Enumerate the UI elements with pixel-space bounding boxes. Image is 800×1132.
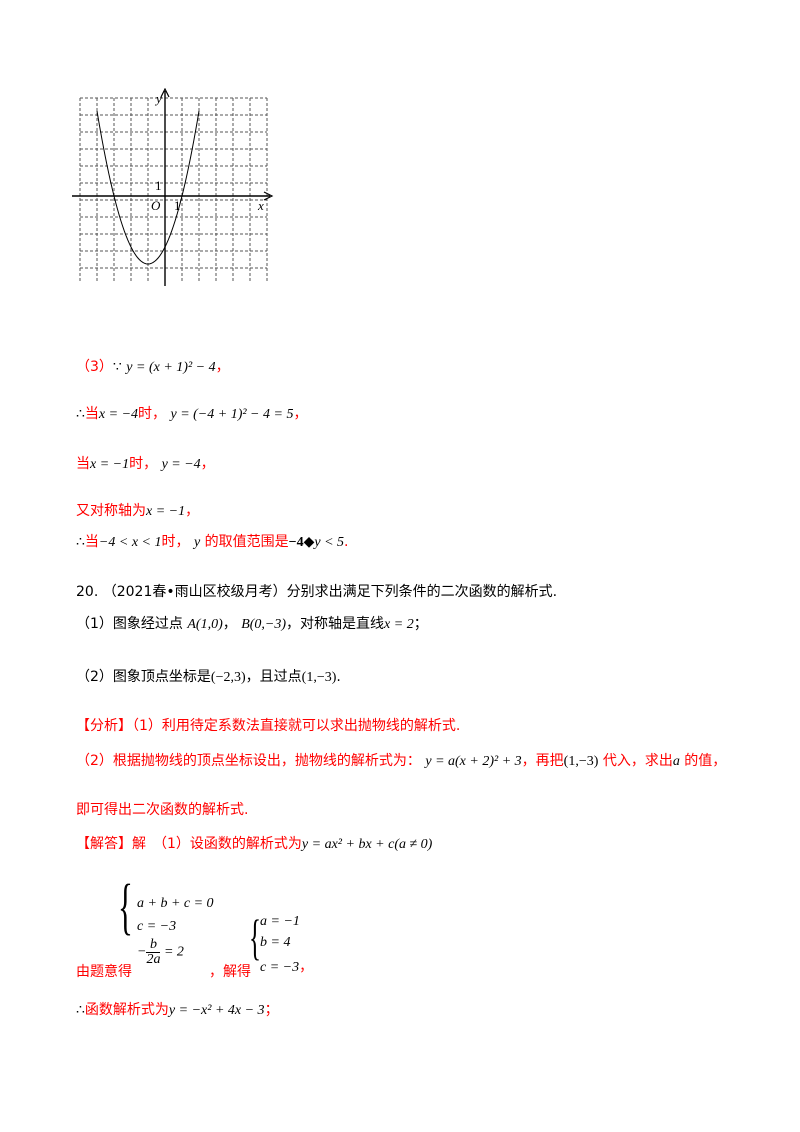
x-axis-arrow-icon: [263, 191, 274, 201]
origin-label: O: [151, 198, 161, 213]
question-20-title: 20. （2021春•雨山区校级月考）分别求出满足下列条件的二次函数的解析式.: [76, 584, 558, 600]
y-axis-arrow-icon: [160, 88, 170, 98]
by-problem-text: 由题意得: [76, 964, 132, 980]
system-1-eq-1: a + b + c = 0: [137, 896, 214, 911]
part3-line-2: ∴当x = −4时， y = (−4 + 1)² − 4 = 5，: [76, 406, 308, 422]
question-20-condition-2: （2）图象顶点坐标是(−2,3)，且过点(1,−3).: [76, 669, 341, 685]
x-axis-label: x: [257, 198, 264, 213]
system-1-eq-3: − b 2a = 2: [137, 937, 184, 967]
part3-line-5: ∴当−4 < x < 1时， y 的取值范围是−4◆y < 5.: [76, 534, 349, 550]
system-2-brace: {: [249, 909, 261, 965]
system-2-eq-3: c = −3，: [260, 959, 314, 975]
y-tick-label: 1: [155, 178, 162, 193]
axes: [72, 88, 274, 286]
answer-final-line: ∴函数解析式为y = −x² + 4x − 3；: [76, 1002, 279, 1018]
system-2-eq-1: a = −1: [260, 914, 300, 929]
unknown-glyph-icon: ◆: [303, 535, 315, 550]
part3-line-3: 当x = −1时， y = −4，: [76, 456, 215, 472]
solve-text: ，解得: [209, 964, 251, 980]
question-20-condition-1: （1）图象经过点 A(1,0)， B(0,−3)，对称轴是直线x = 2；: [76, 616, 428, 632]
x-tick-label: 1: [174, 198, 181, 213]
answer-line-1: 【解答】解 （1）设函数的解析式为y = ax² + bx + c(a ≠ 0): [76, 836, 433, 852]
analysis-line-3: 即可得出二次函数的解析式.: [76, 802, 249, 818]
part3-line-4: 又对称轴为x = −1，: [76, 503, 200, 519]
answer-tag: 【解答】: [76, 836, 132, 852]
equation-vertex-form: y = (x + 1)² − 4: [126, 360, 216, 375]
analysis-line-2: （2）根据抛物线的顶点坐标设出，抛物线的解析式为： y = a(x + 2)² …: [76, 753, 727, 769]
analysis-tag: 【分析】: [76, 718, 132, 734]
part3-line-1: （3）∵ y = (x + 1)² − 4，: [76, 359, 230, 375]
system-2-eq-2: b = 4: [260, 935, 291, 950]
grid-lines: [79, 97, 268, 281]
analysis-line-1: 【分析】（1）利用待定系数法直接就可以求出抛物线的解析式.: [76, 718, 461, 734]
y-axis-label: y: [154, 91, 162, 106]
parabola-graph: y x O 1 1: [72, 88, 274, 286]
system-1-eq-2: c = −3: [137, 919, 177, 934]
parabola-curve: [96, 110, 200, 265]
system-1-brace: {: [118, 873, 133, 941]
